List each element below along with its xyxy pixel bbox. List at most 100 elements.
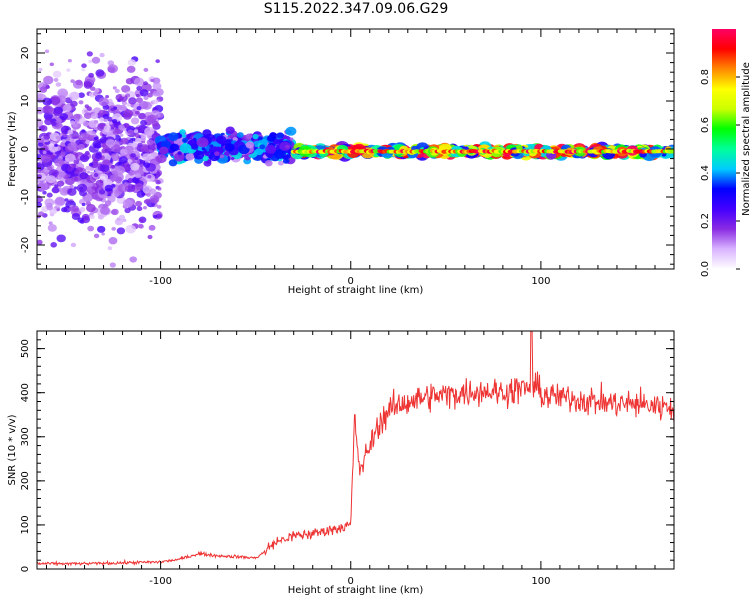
spectral-blob — [87, 225, 95, 232]
colorbar-gradient — [712, 29, 736, 269]
spectral-blob — [54, 184, 59, 188]
spectral-blob — [39, 125, 48, 132]
spectral-blob — [40, 154, 52, 163]
spectral-blob — [209, 144, 214, 148]
spectral-blob — [102, 159, 110, 166]
spectral-blob — [90, 113, 99, 120]
spectral-blob — [277, 160, 284, 166]
snr-series-line — [37, 331, 674, 567]
spectral-blob — [107, 246, 113, 251]
spectral-blob — [78, 92, 85, 98]
spectral-blob — [92, 91, 99, 96]
spectral-blob — [143, 162, 151, 168]
spectral-blob — [42, 97, 52, 106]
spectral-blob — [252, 134, 259, 140]
spectral-blob — [54, 158, 65, 167]
spectral-blob — [136, 106, 142, 111]
figure-title: S115.2022.347.09.06.G29 — [263, 1, 449, 17]
spectral-blob — [67, 129, 74, 135]
spectral-blob — [95, 69, 105, 77]
spectral-blob — [122, 218, 127, 222]
spectral-blob — [37, 168, 40, 173]
spectral-blob — [55, 82, 62, 87]
spectral-blob — [41, 145, 49, 152]
spectral-blob — [43, 134, 51, 140]
spectral-blob — [156, 213, 162, 219]
spectral-blob — [99, 173, 109, 181]
spectral-blob — [88, 162, 94, 167]
snr-x-axis-label: Height of straight line (km) — [288, 585, 424, 596]
spectrogram-y-tick-label: -10 — [20, 189, 31, 205]
spectral-blob — [285, 126, 297, 136]
spectral-blob — [70, 242, 77, 248]
spectral-blob — [118, 124, 125, 131]
spectral-blob — [85, 165, 92, 171]
spectral-blob — [59, 113, 68, 121]
spectral-blob — [140, 136, 147, 142]
spectral-blob — [39, 86, 48, 93]
spectral-blob — [289, 137, 294, 141]
spectral-blob — [135, 93, 140, 98]
spectral-blob — [118, 106, 125, 111]
spectral-blob — [81, 68, 86, 72]
spectral-blob — [155, 59, 160, 64]
spectral-blob — [49, 62, 54, 67]
colorbar-tick-label: 0.6 — [700, 117, 711, 133]
spectrogram-x-axis-label: Height of straight line (km) — [288, 285, 424, 296]
snr-plot — [37, 331, 674, 567]
spectral-blob — [119, 148, 128, 156]
spectral-blob — [146, 139, 154, 146]
snr-y-tick-label: 100 — [20, 515, 31, 534]
spectral-blob — [102, 113, 110, 120]
spectral-blob — [202, 142, 208, 147]
spectral-blob — [130, 117, 140, 125]
spectral-blob — [120, 137, 129, 145]
spectral-blob — [109, 262, 116, 268]
spectral-blob — [193, 150, 205, 160]
spectral-blob — [58, 171, 66, 178]
spectral-blob — [62, 104, 72, 112]
spectral-blob — [225, 126, 235, 135]
spectral-blob — [112, 129, 121, 136]
spectral-blob — [56, 234, 66, 243]
spectral-blob — [133, 129, 139, 134]
spectral-blob — [168, 132, 179, 142]
spectral-blob — [37, 195, 43, 203]
spectral-blob — [201, 147, 206, 151]
spectral-blob — [63, 205, 72, 213]
colorbar-tick-label: 0.2 — [700, 213, 711, 229]
spectral-blob — [153, 214, 158, 219]
spectral-blob — [95, 179, 104, 187]
spectral-blob — [143, 81, 148, 86]
spectral-blob — [138, 166, 144, 171]
spectral-blob — [138, 100, 149, 110]
spectral-blob — [183, 139, 187, 143]
spectral-blob — [279, 141, 291, 151]
spectral-blob — [143, 67, 149, 72]
spectral-blob — [52, 70, 62, 78]
spectral-blob — [86, 204, 96, 213]
spectral-blob — [47, 165, 53, 171]
spectral-blob — [63, 134, 67, 138]
spectrogram-y-tick-label: 0 — [20, 146, 31, 152]
spectral-blob — [108, 121, 113, 125]
spectral-blob — [97, 214, 104, 220]
spectral-blob — [73, 159, 80, 165]
spectral-blob — [257, 136, 263, 141]
spectral-blob — [76, 183, 88, 193]
spectral-blob — [83, 121, 90, 127]
spectral-blob — [46, 204, 54, 211]
spectral-blob — [230, 157, 235, 160]
spectral-blob — [49, 96, 61, 106]
spectral-blob — [116, 227, 126, 235]
spectral-blob — [84, 194, 93, 202]
spectral-blob — [64, 153, 76, 163]
spectral-blob — [156, 204, 162, 209]
spectral-blob — [67, 142, 78, 151]
spectral-blob — [37, 239, 43, 245]
spectral-blob — [137, 142, 143, 147]
spectral-blob — [75, 79, 83, 86]
spectral-blob — [70, 100, 78, 107]
spectral-blob — [152, 82, 162, 90]
